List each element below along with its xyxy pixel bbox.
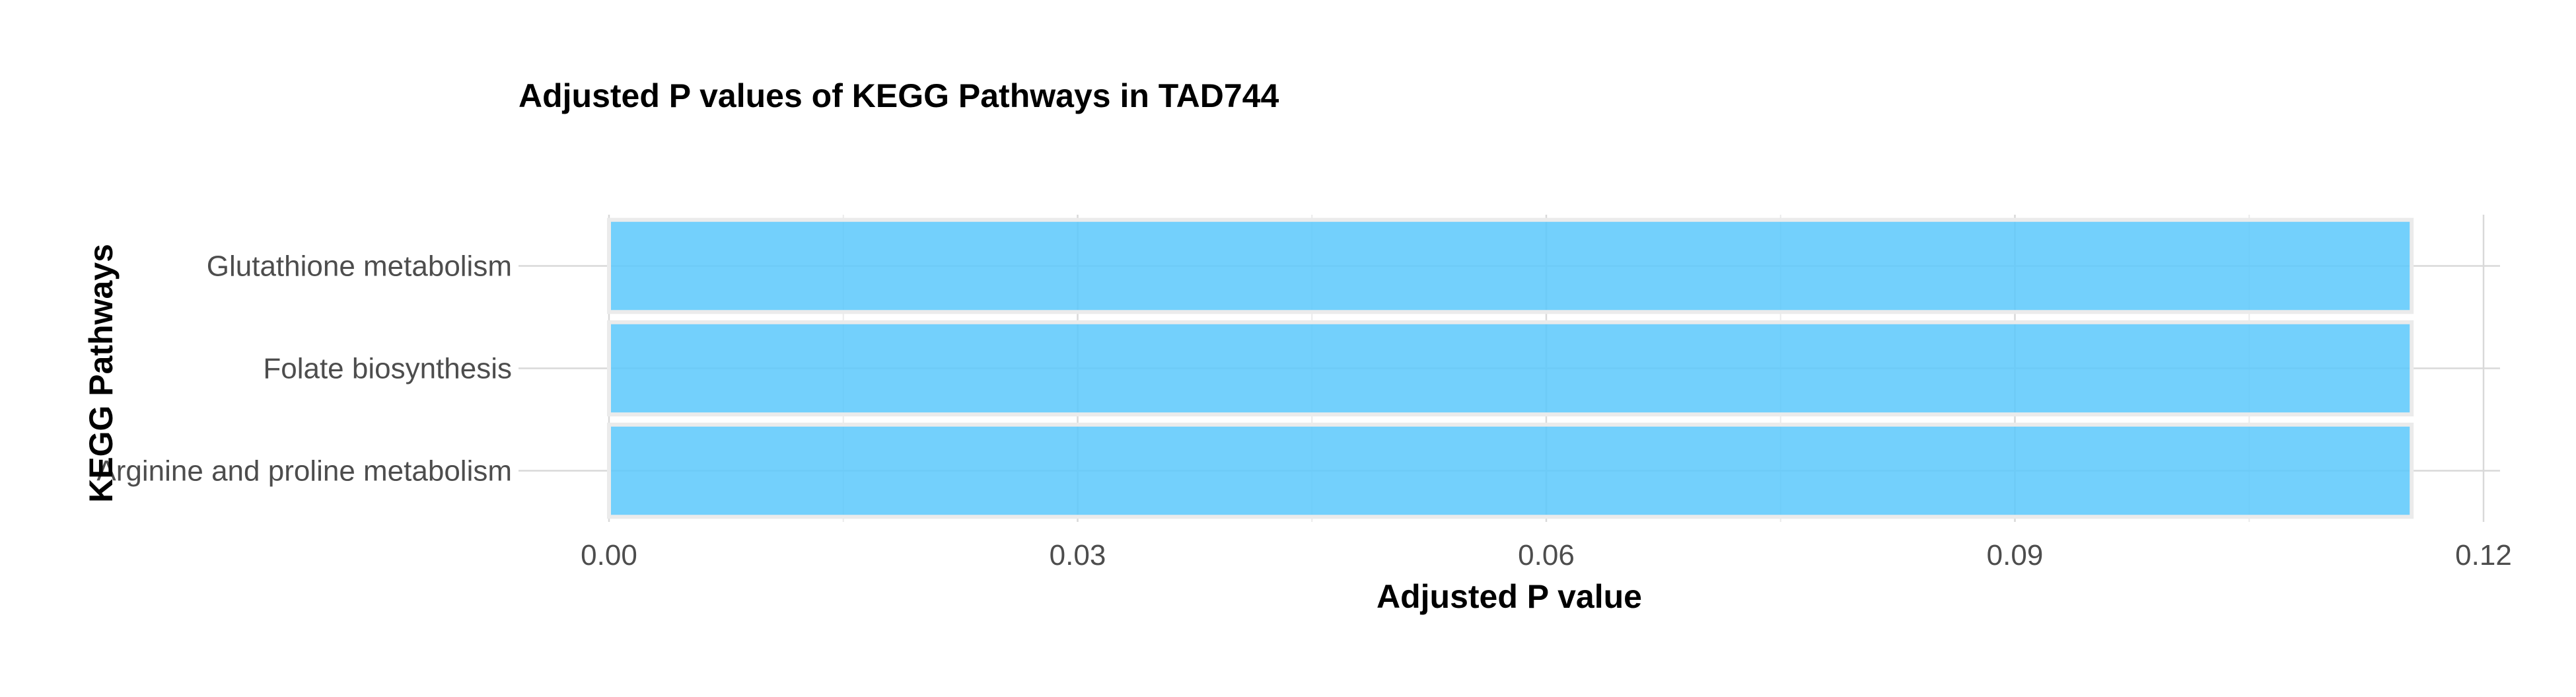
y-tick-label: Folate biosynthesis: [263, 353, 512, 385]
bar: [607, 422, 2414, 519]
x-axis-title: Adjusted P value: [1377, 578, 1642, 615]
x-tick-label: 0.03: [1050, 539, 1106, 571]
x-tick-label: 0.12: [2455, 539, 2512, 571]
y-tick-labels: Arginine and proline metabolism Folate bi…: [96, 250, 512, 488]
y-tick-label: Arginine and proline metabolism: [96, 455, 512, 488]
chart-title: Adjusted P values of KEGG Pathways in TA…: [519, 77, 1279, 114]
x-tick-labels: 0.00 0.03 0.06 0.09 0.12: [581, 539, 2512, 571]
y-tick-label: Glutathione metabolism: [207, 250, 512, 283]
bar: [607, 320, 2414, 417]
y-axis-title: KEGG Pathways: [83, 244, 120, 503]
x-tick-label: 0.06: [1518, 539, 1575, 571]
bars: [607, 217, 2414, 519]
bar: [607, 217, 2414, 314]
x-tick-label: 0.00: [581, 539, 637, 571]
x-tick-label: 0.09: [1987, 539, 2044, 571]
